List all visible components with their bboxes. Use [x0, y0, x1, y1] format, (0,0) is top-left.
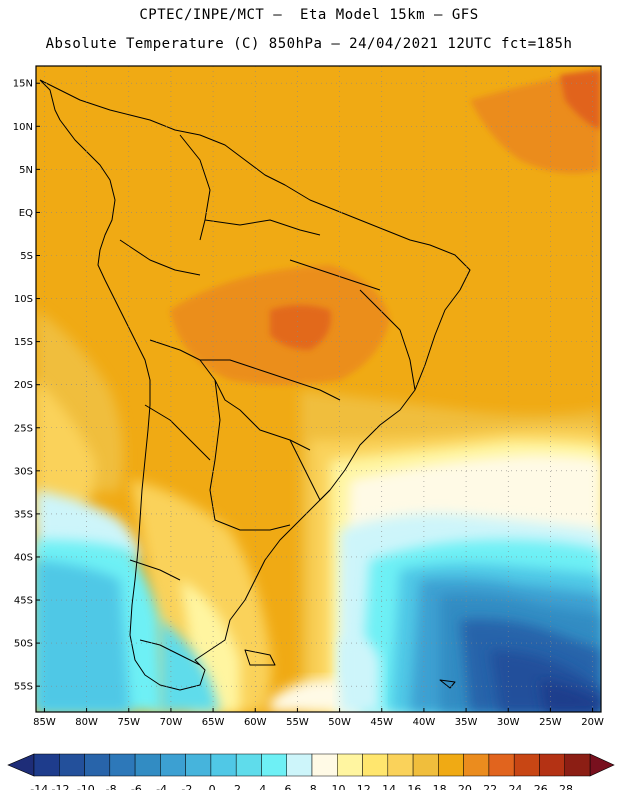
temperature-field [36, 66, 601, 712]
colorbar-label: -4 [156, 783, 167, 790]
colorbar-swatch [261, 753, 287, 777]
colorbar-high-arrow [589, 753, 615, 777]
colorbar-label: 18 [433, 783, 447, 790]
colorbar-swatch [513, 753, 540, 777]
lat-tick-label: 55S [14, 682, 33, 693]
temperature-map: 15N 10N 5N EQ 5S 10S 15S 20S 25S 30S 35S 40S 45S 50S 5… [7, 65, 615, 790]
colorbar-swatch [387, 753, 414, 777]
colorbar-legend: -14 -12 -10 -8 -6 -4 -2 0 2 4 6 8 10 12 14 16 18 20 22 24 26… [7, 753, 615, 790]
colorbar-swatch [109, 753, 136, 777]
longitude-axis-labels: 85W 80W 75W 70W 65W 60W 55W 50W 45W 40W 35W 30W 25W 2… [33, 708, 604, 728]
colorbar-swatch [438, 753, 464, 777]
colorbar-swatch [311, 753, 338, 777]
coastline-and-borders [39, 79, 471, 691]
lat-tick-label: 50S [14, 639, 33, 650]
colorbar-label: -8 [106, 783, 117, 790]
lat-lon-gridlines [36, 66, 601, 712]
lon-tick-label: 50W [328, 717, 351, 728]
colorbar-label: 0 [209, 783, 216, 790]
chart-title-line-1: CPTEC/INPE/MCT – Eta Model 15km – GFS [139, 7, 479, 23]
colorbar-swatch [210, 753, 237, 777]
colorbar-swatch [337, 753, 363, 777]
lat-tick-label: EQ [19, 208, 33, 219]
lon-tick-label: 20W [581, 717, 604, 728]
colorbar-swatch [160, 753, 186, 777]
lon-tick-label: 25W [539, 717, 562, 728]
colorbar-swatch [412, 753, 439, 777]
lon-tick-label: 30W [497, 717, 520, 728]
colorbar-label: -2 [181, 783, 192, 790]
lon-tick-label: 60W [244, 717, 267, 728]
colorbar-label: 20 [458, 783, 472, 790]
colorbar-swatch [84, 753, 111, 777]
lat-tick-label: 15S [14, 337, 33, 348]
colorbar-label: 6 [284, 783, 291, 790]
colorbar-swatch [564, 753, 591, 777]
colorbar-swatch [33, 753, 60, 777]
lat-tick-label: 25S [14, 423, 33, 434]
colorbar-low-arrow [7, 753, 35, 777]
lon-tick-label: 70W [160, 717, 183, 728]
lon-tick-label: 35W [455, 717, 478, 728]
colorbar-swatch [539, 753, 565, 777]
colorbar-label: 2 [234, 783, 241, 790]
lat-tick-label: 35S [14, 509, 33, 520]
colorbar-label: 26 [534, 783, 548, 790]
lat-tick-label: 10N [13, 122, 33, 133]
lon-tick-label: 55W [286, 717, 309, 728]
lon-tick-label: 80W [75, 717, 98, 728]
lat-tick-label: 15N [13, 79, 33, 90]
colorbar-label: 28 [559, 783, 573, 790]
colorbar-label: 16 [407, 783, 421, 790]
colorbar-swatch [362, 753, 389, 777]
colorbar-swatch [185, 753, 212, 777]
colorbar-label: 10 [332, 783, 346, 790]
latitude-axis-labels: 15N 10N 5N EQ 5S 10S 15S 20S 25S 30S 35S 40S 45S 50S 5… [13, 79, 40, 693]
chart-title-line-2: Absolute Temperature (C) 850hPa – 24/04/… [45, 36, 573, 52]
lat-tick-label: 45S [14, 596, 33, 607]
colorbar-label: 8 [310, 783, 317, 790]
lat-tick-label: 5S [20, 251, 33, 262]
lon-tick-label: 45W [370, 717, 393, 728]
colorbar-label: -14 [30, 783, 48, 790]
colorbar-label: 24 [508, 783, 522, 790]
lat-tick-label: 40S [14, 552, 33, 563]
colorbar-label: 14 [382, 783, 396, 790]
lon-tick-label: 75W [117, 717, 140, 728]
lat-tick-label: 5N [19, 165, 33, 176]
lat-tick-label: 30S [14, 466, 33, 477]
lat-tick-label: 10S [14, 294, 33, 305]
colorbar-label: -10 [77, 783, 95, 790]
colorbar-swatch [488, 753, 515, 777]
colorbar-label: 12 [357, 783, 371, 790]
colorbar-swatch [134, 753, 161, 777]
lon-tick-label: 40W [413, 717, 436, 728]
colorbar-swatch [235, 753, 262, 777]
colorbar-label: -12 [52, 783, 70, 790]
colorbar-swatch [286, 753, 313, 777]
colorbar-swatch [463, 753, 490, 777]
map-frame [35, 65, 602, 713]
colorbar-label: 4 [259, 783, 266, 790]
colorbar-label: -6 [131, 783, 142, 790]
colorbar-swatch [59, 753, 85, 777]
lon-tick-label: 65W [202, 717, 225, 728]
colorbar-label: 22 [483, 783, 497, 790]
lat-tick-label: 20S [14, 380, 33, 391]
lon-tick-label: 85W [33, 717, 56, 728]
